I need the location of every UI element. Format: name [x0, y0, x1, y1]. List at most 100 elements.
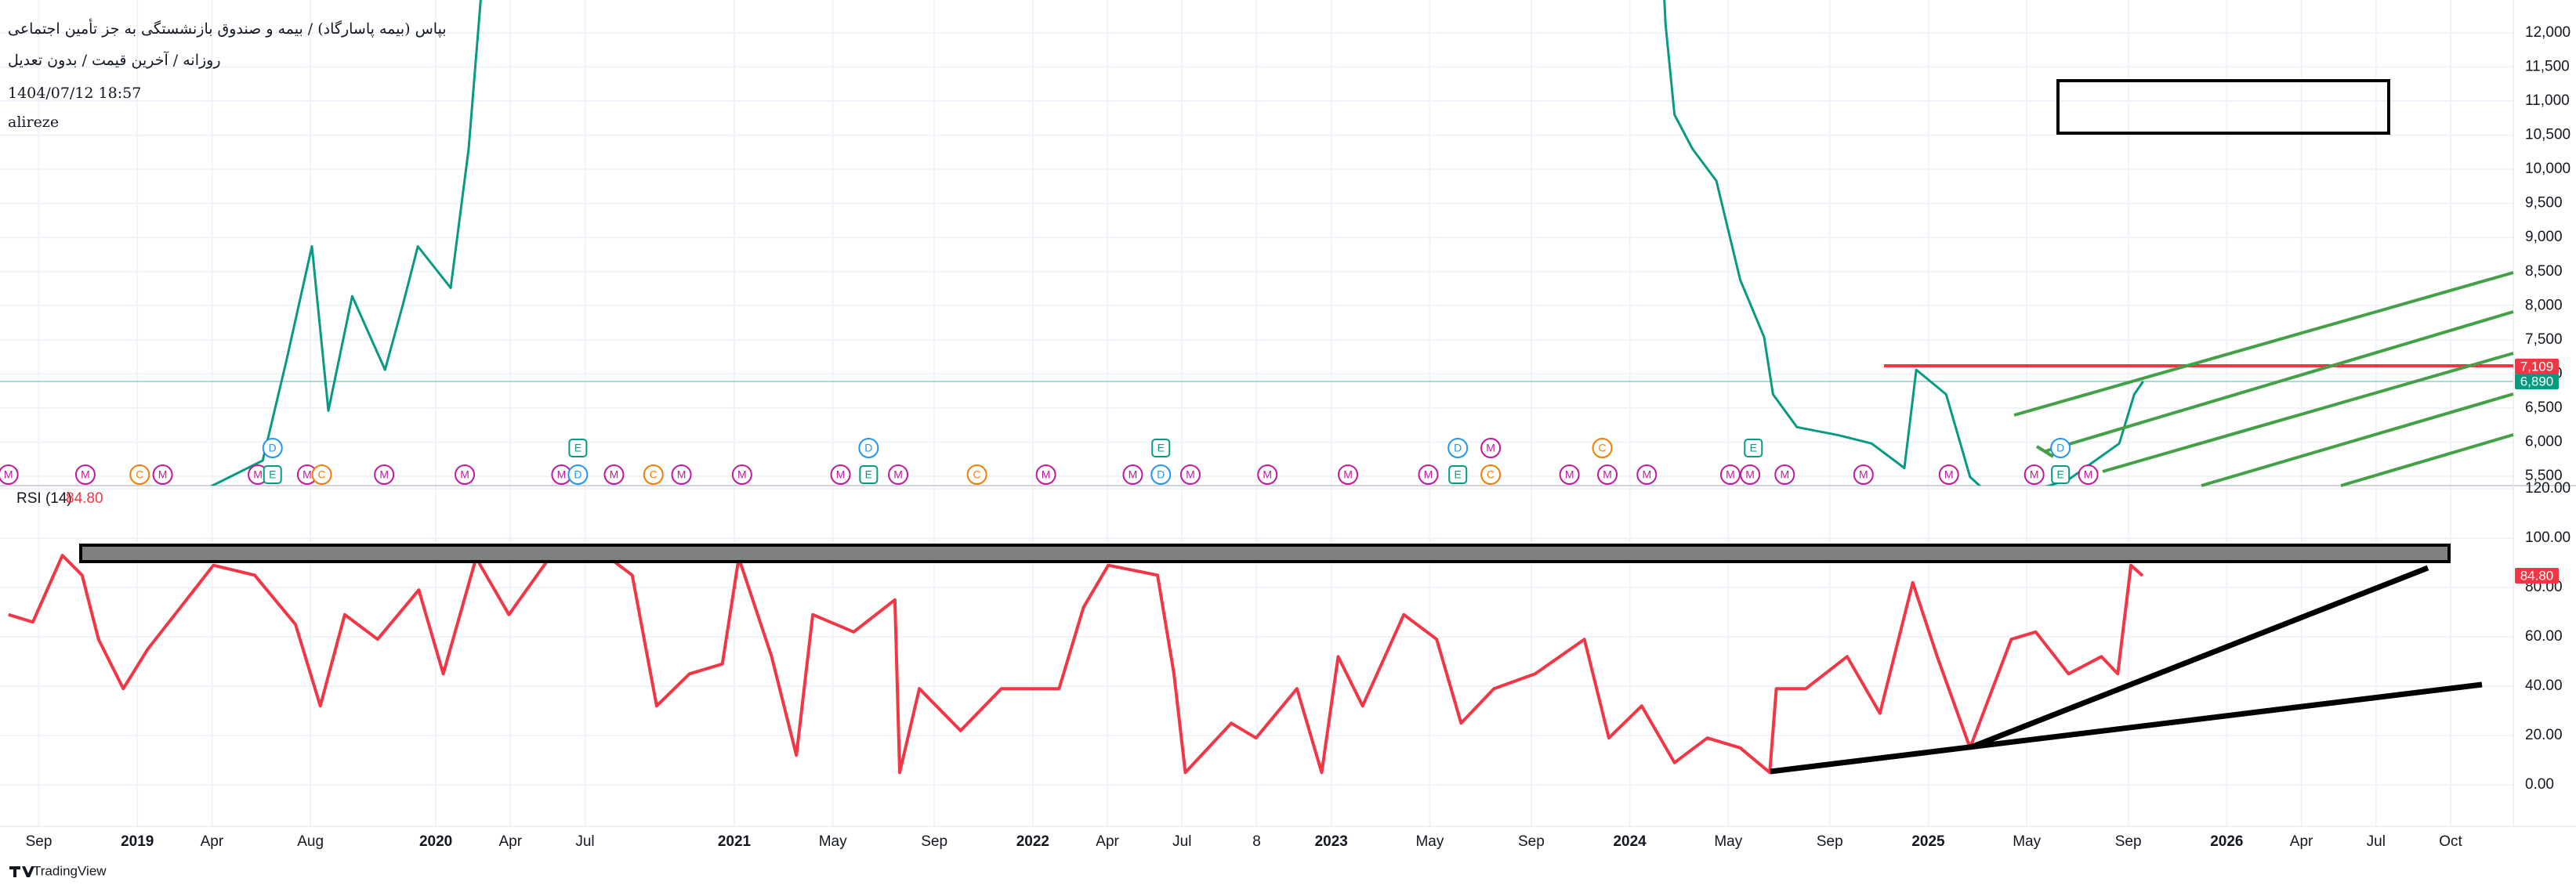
- datetime: 1404/07/12 18:57: [8, 85, 142, 102]
- rsi-label: 84.80: [2520, 568, 2554, 583]
- y-tick-label: 7,500: [2525, 331, 2563, 348]
- y-tick-label: 6,500: [2525, 399, 2563, 416]
- event-marker: [263, 465, 282, 484]
- y-tick-label: 9,000: [2525, 229, 2563, 245]
- brand: TradingView: [33, 863, 107, 878]
- event-label: C: [650, 468, 658, 481]
- event-label: D: [1454, 442, 1462, 454]
- event-marker: [152, 464, 173, 485]
- event-marker: [1480, 438, 1502, 458]
- x-tick-label: 8: [1252, 833, 1261, 850]
- brand-logo: [9, 866, 34, 877]
- event-marker: [1719, 464, 1741, 485]
- event-label: M: [677, 468, 687, 481]
- event-marker: [1418, 464, 1439, 485]
- y-tick-label: 9,500: [2525, 195, 2563, 211]
- event-marker: [966, 464, 987, 485]
- axes: 5,5006,0006,5007,0007,5008,0008,5009,000…: [26, 24, 2571, 850]
- x-tick-label: 2025: [1911, 833, 1945, 850]
- y-tick-label: 8,500: [2525, 263, 2563, 280]
- x-tick-label: Aug: [297, 833, 324, 850]
- event-label: M: [1042, 468, 1051, 481]
- x-tick-label: Apr: [201, 833, 224, 850]
- event-label: M: [737, 468, 747, 481]
- rectangle: [2056, 79, 2390, 135]
- x-tick-label: Sep: [2115, 833, 2142, 850]
- event-marker: [129, 464, 150, 485]
- event-label: M: [303, 468, 312, 481]
- x-tick-label: 2026: [2210, 833, 2243, 850]
- event-label: C: [973, 468, 981, 481]
- price-line: [209, 0, 2144, 486]
- event-marker: [1480, 464, 1502, 485]
- event-marker: [1447, 438, 1469, 458]
- event-marker: [1150, 464, 1172, 485]
- event-label: M: [1726, 468, 1735, 481]
- x-tick-label: 2020: [419, 833, 452, 850]
- event-marker: [1938, 464, 1959, 485]
- event-label: M: [253, 468, 263, 481]
- event-marker: [1122, 464, 1143, 485]
- event-marker: [1740, 464, 1761, 485]
- trend-line: [1770, 681, 2483, 775]
- event-label: M: [1642, 468, 1651, 481]
- x-tick-label: Apr: [2290, 833, 2313, 850]
- event-label: E: [865, 468, 872, 481]
- event-marker: [1774, 464, 1795, 485]
- event-marker: [603, 464, 625, 485]
- event-marker: [567, 464, 589, 485]
- grid: [0, 0, 2513, 826]
- event-marker: [1559, 464, 1580, 485]
- event-label: M: [1944, 468, 1954, 481]
- y-tick-label: 5,500: [2525, 468, 2563, 484]
- event-marker: [1853, 464, 1874, 485]
- y-tick-label: 6,000: [2525, 433, 2563, 450]
- y-tick-label: 10,500: [2525, 127, 2571, 143]
- y-tick-label: 8,000: [2525, 297, 2563, 313]
- x-tick-label: Sep: [1817, 833, 1843, 850]
- series: [8, 0, 2144, 775]
- price-label: 7,109: [2520, 359, 2554, 374]
- rsi-zone: [79, 544, 2451, 563]
- channel-line: [2035, 445, 2055, 458]
- rsi-line: [8, 544, 2144, 775]
- event-label: M: [158, 468, 168, 481]
- event-marker: [1257, 464, 1278, 485]
- x-tick-label: 2023: [1315, 833, 1348, 850]
- channel-line: [2102, 352, 2514, 473]
- event-label: C: [318, 468, 326, 481]
- channel-line: [2013, 271, 2514, 417]
- event-label: M: [1780, 468, 1789, 481]
- event-label: M: [1486, 442, 1495, 454]
- y-tick-label: 11,500: [2525, 59, 2570, 75]
- y-tick-label: 20.00: [2525, 727, 2563, 743]
- event-label: E: [1158, 442, 1165, 454]
- event-label: M: [893, 468, 903, 481]
- event-marker: [1592, 438, 1613, 458]
- event-marker: [1338, 464, 1359, 485]
- event-label: M: [1424, 468, 1433, 481]
- event-marker: [2051, 465, 2071, 484]
- rsi-label-box: [2515, 567, 2559, 584]
- event-marker: [643, 464, 664, 485]
- event-label: M: [1263, 468, 1272, 481]
- price-label: 6,890: [2520, 374, 2554, 388]
- y-tick-label: 40.00: [2525, 678, 2563, 694]
- event-label: C: [1598, 442, 1606, 454]
- x-tick-label: Jul: [1172, 833, 1191, 850]
- event-label: D: [2056, 442, 2064, 454]
- event-marker: [858, 438, 879, 458]
- event-label: D: [574, 468, 582, 481]
- x-tick-label: Apr: [499, 833, 523, 850]
- x-tick-label: Apr: [1096, 833, 1119, 850]
- x-tick-label: Sep: [1518, 833, 1545, 850]
- event-label: E: [574, 442, 582, 454]
- event-label: M: [557, 468, 567, 481]
- event-label: D: [1157, 468, 1165, 481]
- x-tick-label: 2019: [121, 833, 154, 850]
- y-tick-label: 120.00: [2525, 480, 2571, 497]
- drawings: [79, 79, 2514, 775]
- x-tick-label: Sep: [921, 833, 947, 850]
- event-label: M: [1603, 468, 1612, 481]
